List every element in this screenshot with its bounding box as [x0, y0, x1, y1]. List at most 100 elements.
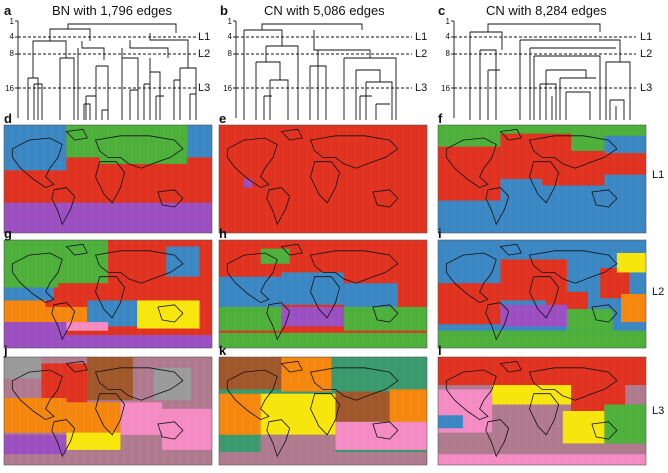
- map-region: [137, 300, 200, 329]
- map-region: [335, 391, 390, 422]
- map-region: [243, 179, 253, 188]
- continent-outline: [310, 276, 341, 319]
- map-region: [604, 404, 646, 444]
- continent-outline: [95, 161, 126, 204]
- map-region: [281, 306, 344, 327]
- map-region: [500, 304, 567, 327]
- map-region: [153, 367, 192, 401]
- map-region: [120, 402, 163, 435]
- ytick-b-8: 8: [227, 49, 232, 58]
- map-region: [335, 421, 427, 450]
- map-panel-h: [218, 239, 428, 349]
- ytick-a-8: 8: [9, 49, 14, 58]
- map-region: [187, 125, 212, 158]
- continent-outline: [11, 369, 63, 421]
- map-region: [343, 306, 427, 331]
- map-region: [438, 283, 501, 325]
- ytick-c-8: 8: [445, 49, 450, 58]
- map-region: [219, 452, 427, 465]
- map-region: [58, 240, 108, 284]
- map-region: [4, 287, 54, 301]
- panel-letter-h: h: [219, 226, 227, 241]
- continent-outline: [11, 252, 63, 304]
- dendrogram-b: [233, 20, 412, 120]
- map-region: [4, 217, 212, 233]
- continent-outline: [65, 128, 88, 141]
- continent-outline: [499, 128, 522, 141]
- continent-outline: [485, 187, 510, 226]
- map-region: [492, 385, 572, 405]
- continent-outline: [445, 137, 497, 189]
- continent-outline: [51, 302, 76, 341]
- level-label-b-l3: L3: [415, 82, 428, 94]
- continent-outline: [266, 419, 291, 458]
- continent-outline: [528, 135, 618, 169]
- continent-outline: [445, 252, 497, 304]
- map-region: [343, 357, 427, 383]
- map-region: [219, 393, 261, 435]
- level-label-a-l2: L2: [198, 48, 211, 60]
- continent-outline: [95, 393, 126, 436]
- map-region: [4, 322, 67, 338]
- panel-letter-e: e: [219, 111, 226, 126]
- continent-outline: [65, 360, 88, 373]
- map-region: [4, 300, 46, 323]
- map-panel-border: [3, 239, 213, 349]
- map-region: [438, 454, 646, 465]
- ytick-a-16: 16: [5, 84, 14, 93]
- continent-outline: [266, 302, 291, 341]
- continent-outline: [157, 304, 184, 323]
- map-region: [616, 252, 646, 273]
- map-region: [4, 125, 67, 171]
- continent-outline: [226, 369, 278, 421]
- map-region: [600, 268, 630, 299]
- continent-outline: [65, 243, 88, 256]
- map-panel-border: [3, 124, 213, 234]
- map-region: [41, 363, 88, 403]
- dendrogram-title-c: CN with 8,284 edges: [486, 3, 607, 18]
- continent-outline: [95, 276, 126, 319]
- continent-outline: [499, 243, 522, 256]
- map-region: [260, 393, 336, 435]
- continent-outline: [309, 135, 399, 169]
- map-region: [604, 135, 646, 154]
- panel-letter-f: f: [438, 111, 443, 126]
- continent-outline: [266, 187, 291, 226]
- map-region: [389, 389, 427, 422]
- map-region: [66, 402, 121, 433]
- map-panel-border: [437, 356, 647, 466]
- map-region: [566, 309, 613, 331]
- map-region: [438, 146, 501, 201]
- map-region: [4, 357, 42, 379]
- map-region: [438, 222, 646, 233]
- dendrogram-title-a: BN with 1,796 edges: [52, 3, 172, 18]
- level-label-a-l3: L3: [198, 82, 211, 94]
- map-region: [99, 125, 188, 164]
- level-label-b-l1: L1: [415, 31, 428, 43]
- continent-outline: [499, 360, 522, 373]
- map-panel-border: [437, 124, 647, 234]
- continent-outline: [485, 302, 510, 341]
- map-panel-i: [437, 239, 647, 349]
- map-panel-e: [218, 124, 428, 234]
- continent-outline: [485, 419, 510, 458]
- map-region: [66, 432, 121, 450]
- panel-letter-j: j: [3, 343, 8, 358]
- continent-outline: [445, 369, 497, 421]
- continent-outline: [310, 161, 341, 204]
- ytick-c-4: 4: [445, 32, 450, 41]
- ytick-a-4: 4: [9, 32, 14, 41]
- map-region: [219, 357, 282, 390]
- continent-outline: [372, 421, 399, 440]
- dendrogram-title-b: CN with 5,086 edges: [264, 3, 385, 18]
- panel-letter-a: a: [4, 3, 12, 18]
- level-label-c-l2: L2: [640, 48, 653, 60]
- map-region: [219, 306, 282, 331]
- map-region: [66, 322, 108, 331]
- panel-letter-l: l: [438, 343, 442, 358]
- map-region: [4, 398, 67, 433]
- ytick-c-1: 1: [445, 17, 450, 26]
- continent-outline: [591, 304, 618, 323]
- continent-outline: [51, 419, 76, 458]
